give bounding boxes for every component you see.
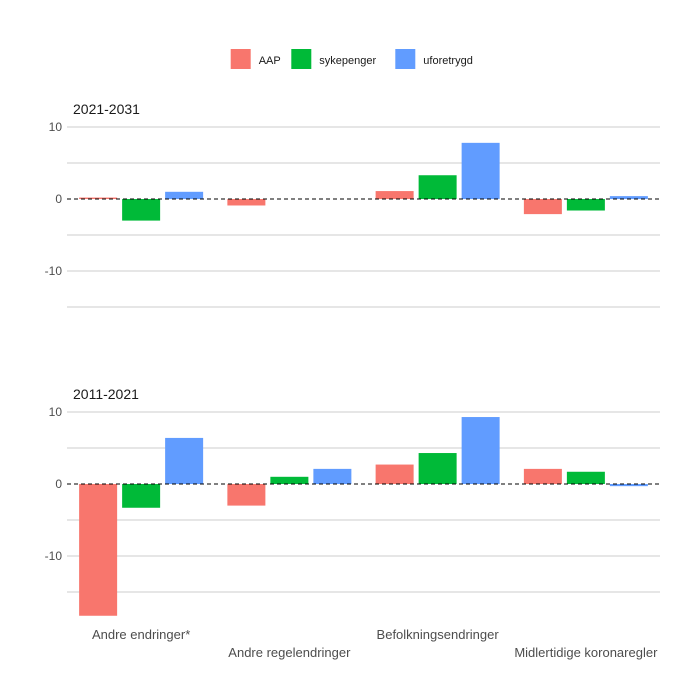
bar-uforetrygd-befolkningsendringer — [461, 417, 500, 484]
x-tick-label-andre-endringer: Andre endringer* — [92, 627, 190, 642]
legend-label-uforetrygd: uforetrygd — [423, 55, 473, 67]
bar-sykepenger-midlertidige-koronaregler — [566, 199, 605, 211]
legend-key-uforetrygd — [395, 49, 416, 69]
bar-aap-befolkningsendringer — [375, 191, 414, 199]
panel-title: 2011-2021 — [73, 386, 139, 402]
y-tick-label: 10 — [49, 120, 63, 134]
bar-sykepenger-andre-regelendringer — [270, 476, 309, 484]
bar-aap-midlertidige-koronaregler — [523, 468, 562, 484]
bar-aap-midlertidige-koronaregler — [523, 199, 562, 215]
bar-aap-andre-regelendringer — [227, 199, 266, 206]
x-tick-label-andre-regelendringer: Andre regelendringer — [228, 645, 351, 660]
bar-sykepenger-andre-endringer — [122, 199, 161, 221]
bar-sykepenger-befolkningsendringer — [418, 453, 457, 484]
y-tick-label: -10 — [45, 549, 63, 563]
bar-aap-andre-regelendringer — [227, 484, 266, 506]
bar-sykepenger-andre-endringer — [122, 484, 161, 508]
legend-label-sykepenger: sykepenger — [319, 55, 376, 67]
bar-uforetrygd-midlertidige-koronaregler — [609, 484, 648, 487]
legend-key-aap — [230, 49, 251, 69]
bar-uforetrygd-befolkningsendringer — [461, 142, 500, 199]
legend-key-sykepenger — [291, 49, 312, 69]
panel-title: 2021-2031 — [73, 101, 140, 117]
bar-aap-befolkningsendringer — [375, 464, 414, 484]
x-tick-label-midlertidige-koronaregler: Midlertidige koronaregler — [514, 645, 658, 660]
panel-2021-2031: 2021-2031 10 0 -10 — [45, 101, 660, 308]
panel-2011-2021: 2011-2021 10 0 -10 — [45, 386, 660, 616]
bar-uforetrygd-andre-regelendringer — [313, 468, 352, 484]
bar-sykepenger-midlertidige-koronaregler — [566, 471, 605, 484]
bar-uforetrygd-midlertidige-koronaregler — [609, 196, 648, 199]
panels: 2021-2031 10 0 -10 2011-2021 10 0 -10 — [45, 101, 660, 616]
bar-uforetrygd-andre-endringer — [165, 437, 204, 484]
bar-sykepenger-befolkningsendringer — [418, 175, 457, 199]
x-tick-label-befolkningsendringer: Befolkningsendringer — [377, 627, 500, 642]
legend-label-aap: AAP — [259, 55, 281, 67]
y-tick-label: 10 — [49, 405, 63, 419]
y-tick-label: 0 — [55, 477, 62, 491]
bar-aap-andre-endringer — [79, 484, 118, 616]
legend: AAP sykepenger uforetrygd — [230, 49, 473, 69]
x-axis-labels: Andre endringer* Andre regelendringer Befo… — [92, 627, 658, 660]
bar-uforetrygd-andre-endringer — [165, 191, 204, 199]
bar-aap-andre-endringer — [79, 197, 118, 199]
y-tick-label: 0 — [55, 192, 62, 206]
y-tick-label: -10 — [45, 264, 63, 278]
